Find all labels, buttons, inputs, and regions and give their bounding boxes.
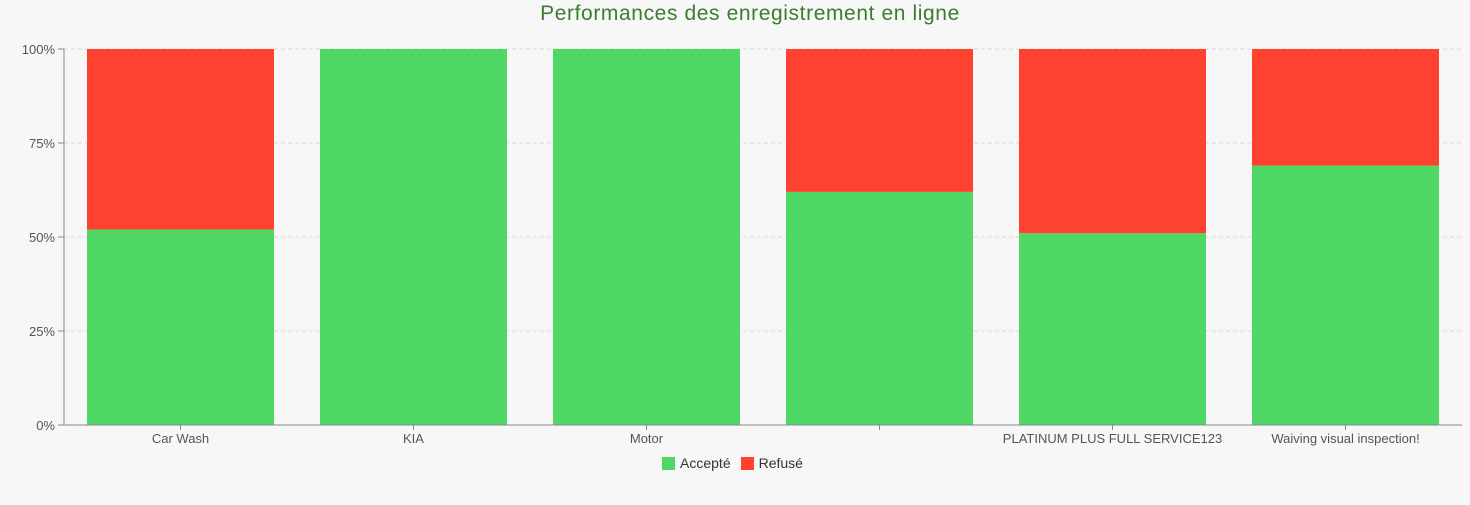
legend-item-refuse[interactable]: Refusé	[740, 455, 803, 471]
x-tick-label: KIA	[403, 431, 424, 446]
bar-segment[interactable]	[786, 49, 973, 192]
bar-segment[interactable]	[320, 49, 507, 425]
x-tick-label: PLATINUM PLUS FULL SERVICE123	[1003, 431, 1222, 446]
legend-label-accepte: Accepté	[680, 455, 731, 471]
chart-title: Performances des enregistrement en ligne	[540, 2, 960, 25]
legend-label-refuse: Refusé	[758, 455, 803, 471]
bar-segment[interactable]	[87, 49, 274, 230]
bar-segment[interactable]	[1252, 165, 1439, 425]
y-tick-label: 75%	[29, 136, 55, 151]
legend-swatch-accepte	[662, 456, 676, 470]
y-tick-label: 0%	[36, 418, 55, 433]
legend-swatch-refuse	[740, 456, 754, 470]
bar-segment[interactable]	[1252, 49, 1439, 166]
x-tick-label: Motor	[630, 431, 664, 446]
bar-segment[interactable]	[553, 49, 740, 425]
legend-item-accepte[interactable]: Accepté	[662, 455, 731, 471]
bar-segment[interactable]	[1019, 233, 1206, 425]
bar-segment[interactable]	[87, 229, 274, 425]
chart-legend: Accepté Refusé	[0, 455, 1465, 471]
y-tick-label: 100%	[22, 42, 56, 57]
bar-segment[interactable]	[1019, 49, 1206, 234]
x-tick-label: Waiving visual inspection!	[1271, 431, 1419, 446]
y-tick-label: 50%	[29, 230, 55, 245]
y-tick-label: 25%	[29, 324, 55, 339]
bar-segment[interactable]	[786, 191, 973, 425]
x-tick-label: Car Wash	[152, 431, 209, 446]
